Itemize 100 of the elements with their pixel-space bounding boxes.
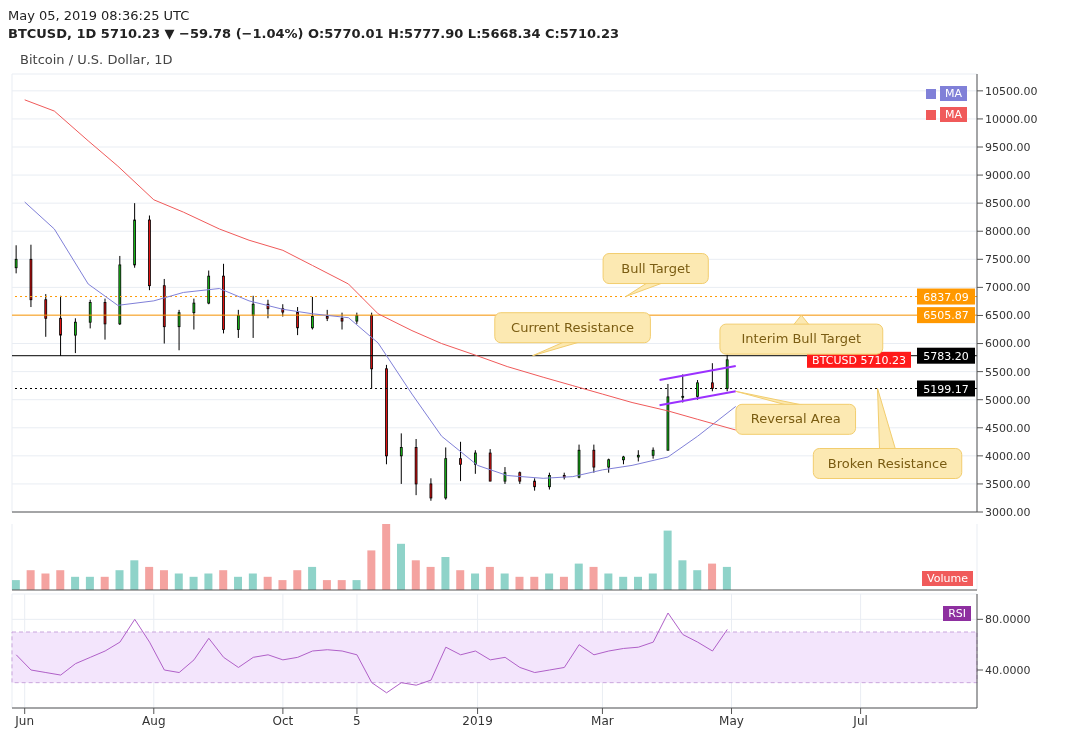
bar [663,530,672,590]
bar [722,566,731,590]
bar [278,580,287,590]
bar [322,580,331,590]
bar [619,576,628,590]
bar [308,566,317,590]
y-tick-label: 9500.00 [985,140,1031,154]
y-tick-label: 8500.00 [985,197,1031,211]
bar [693,570,702,590]
bar [145,566,154,590]
x-tick-label: Jul [852,713,868,728]
candlestick [311,296,314,330]
legend-label: MA [939,86,967,101]
chart-title: Bitcoin / U.S. Dollar, 1D [20,52,173,67]
candlestick [651,446,655,460]
annotation: Reversal Area [750,411,841,427]
candlestick [399,432,403,485]
bar [263,576,272,590]
bar [634,576,642,590]
y-tick-label: 4000.00 [985,449,1031,463]
bar [12,580,20,590]
bar [367,550,376,590]
bar [159,570,168,590]
line-series [24,99,737,431]
bar [204,573,213,590]
candlestick [192,298,196,330]
bar [174,573,183,590]
candlestick [340,312,344,330]
bar [234,576,243,590]
x-tick-label: Oct [272,713,294,728]
bar [411,560,420,590]
legend-label: MA [939,107,967,122]
bar [293,570,302,590]
annotation: Current Resistance [511,319,635,335]
bar [56,570,65,590]
y-tick-label: 9000.00 [985,168,1031,182]
bar [648,573,657,590]
ref-line-label: 5199.17 [923,382,969,396]
text: BTCUSD, 1D 5710.23 ▼ −59.78 (−1.04%) O:5770.01 H:5777.90 L:5668.34 C:5710.23 [8,26,621,43]
y-tick-label: 40.0000 [985,663,1031,677]
candlestick [103,298,107,341]
bar [545,573,554,590]
bar [71,576,80,590]
annotation: Bull Target [621,260,691,276]
line-series [15,612,728,694]
bar [708,563,717,590]
bar [485,566,494,590]
x-tick-label: 5 [353,713,361,728]
y-tick-label: 8000.00 [985,225,1031,239]
bar [130,560,139,590]
bar [219,570,228,590]
y-tick-label: 4500.00 [985,421,1031,435]
candlestick [296,306,299,336]
bar [352,580,361,590]
bar [604,573,613,590]
bar [426,566,435,590]
bar [85,576,94,590]
bar [100,576,109,590]
x-tick-label: Mar [591,713,614,728]
chart-subtitle: May 05, 2019 08:36:25 UTC [8,8,191,25]
candlestick [74,317,77,354]
bar [456,570,465,590]
x-tick-label: 2019 [462,713,493,728]
y-tick-label: 3000.00 [985,505,1031,519]
candlestick [14,244,18,274]
y-tick-label: 80.0000 [985,613,1031,627]
bar [559,576,568,590]
y-tick-label: 7500.00 [985,253,1031,267]
candlestick [429,477,433,502]
x-tick-label: Jun [14,713,35,728]
candlestick [88,299,92,329]
bar [396,543,405,590]
ref-line-label: 6505.87 [923,309,969,323]
bar [530,576,539,590]
y-axis-title: RSI [943,606,971,621]
y-tick-label: 6000.00 [985,337,1031,351]
bar [26,570,35,590]
bar [248,573,257,590]
ref-line-label: 5783.20 [923,349,969,363]
ref-line-label: 6837.09 [923,290,969,304]
bar [337,580,346,590]
candlestick [474,449,477,475]
y-tick-label: 10500.00 [985,84,1038,98]
bar [574,563,583,590]
bar [515,576,524,590]
bar [678,560,687,590]
y-tick-label: 7000.00 [985,281,1031,295]
bar [382,524,391,590]
annotation: Broken Resistance [827,455,948,471]
y-axis-title: Volume [922,571,973,586]
bar [500,573,509,590]
bar [189,576,198,590]
y-tick-label: 6500.00 [985,309,1031,323]
y-tick-label: 5500.00 [985,365,1031,379]
bar [41,573,50,590]
y-tick-label: 3500.00 [985,477,1031,491]
candlestick [44,293,48,338]
x-tick-label: May [719,713,744,728]
annotation: BTCUSD 5710.23 [812,353,906,367]
y-tick-label: 10000.00 [985,112,1038,126]
